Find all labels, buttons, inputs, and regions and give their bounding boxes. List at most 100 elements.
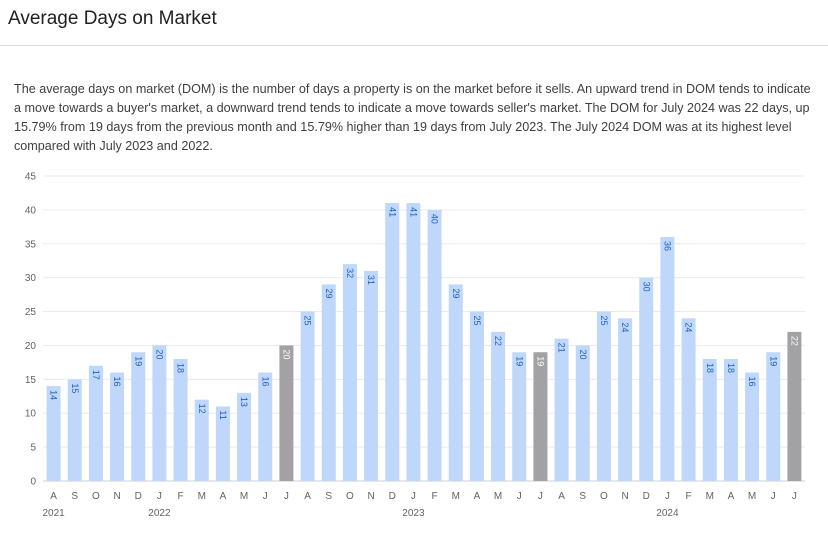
days-on-market-bar-chart: 0 5 10 15 20 25 30 35 40 45 14 15 17 16 19 20 18 12 11 13 1… <box>25 172 805 519</box>
data-label: 12 <box>197 404 207 414</box>
x-tick-label: S <box>579 491 586 502</box>
x-tick-label: J <box>665 491 670 502</box>
bar <box>512 352 527 481</box>
bar <box>88 365 103 481</box>
y-tick-label: 45 <box>25 172 37 183</box>
y-tick-label: 40 <box>25 205 37 216</box>
bar <box>194 399 209 481</box>
x-tick-label: F <box>178 491 184 502</box>
data-label: 25 <box>303 316 313 326</box>
bar-highlighted <box>279 345 294 481</box>
bar-highlighted <box>533 352 548 481</box>
bar <box>469 311 484 481</box>
data-label: 41 <box>408 207 418 217</box>
bar <box>427 209 442 481</box>
data-label: 31 <box>366 275 376 285</box>
data-label: 36 <box>662 241 672 251</box>
bar <box>639 277 654 481</box>
x-tick-label: J <box>263 491 268 502</box>
y-tick-label: 10 <box>25 409 37 420</box>
x-tick-label: A <box>474 491 481 502</box>
bar <box>364 270 379 481</box>
year-label: 2021 <box>42 508 65 519</box>
bar <box>258 372 273 481</box>
bar <box>342 264 357 481</box>
data-label: 14 <box>49 390 59 400</box>
data-label: 18 <box>176 363 186 373</box>
x-tick-label: J <box>538 491 543 502</box>
year-labels: 2021 2022 2023 2024 <box>42 508 679 519</box>
data-label: 13 <box>239 397 249 407</box>
y-tick-label: 0 <box>30 477 36 488</box>
bar <box>723 359 738 481</box>
data-label: 22 <box>493 336 503 346</box>
x-tick-label: M <box>706 491 714 502</box>
bar <box>300 311 315 481</box>
bar <box>131 352 146 481</box>
data-label: 25 <box>472 316 482 326</box>
data-label: 40 <box>430 214 440 224</box>
data-label: 24 <box>620 322 630 332</box>
data-label: 20 <box>154 349 164 359</box>
x-tick-label: A <box>304 491 311 502</box>
x-tick-label: A <box>558 491 565 502</box>
year-label: 2023 <box>402 508 425 519</box>
bar <box>596 311 611 481</box>
data-label: 20 <box>281 349 291 359</box>
bar <box>745 372 760 481</box>
x-tick-label: J <box>792 491 797 502</box>
data-label: 21 <box>557 343 567 353</box>
x-tick-label: M <box>748 491 756 502</box>
data-label: 29 <box>451 288 461 298</box>
bar <box>660 237 675 481</box>
x-tick-label: A <box>50 491 57 502</box>
y-tick-label: 35 <box>25 239 37 250</box>
data-label: 25 <box>599 316 609 326</box>
data-label: 20 <box>578 349 588 359</box>
data-label: 19 <box>535 356 545 366</box>
bar <box>110 372 125 481</box>
x-tick-label: M <box>452 491 460 502</box>
x-tick-label: N <box>367 491 374 502</box>
bar-highlighted <box>787 331 802 481</box>
bar <box>766 352 781 481</box>
y-tick-label: 5 <box>30 443 36 454</box>
data-label: 41 <box>387 207 397 217</box>
bar <box>618 318 633 481</box>
x-tick-label: D <box>389 491 396 502</box>
y-tick-label: 20 <box>25 341 37 352</box>
x-tick-label: J <box>157 491 162 502</box>
page-title: Average Days on Market <box>8 8 217 29</box>
x-tick-label: D <box>643 491 650 502</box>
y-tick-label: 15 <box>25 375 37 386</box>
bar <box>406 203 421 481</box>
data-labels: 14 15 17 16 19 20 18 12 11 13 16 20 25 29 32 31 41 41 40 29… <box>49 207 800 420</box>
x-tick-label: D <box>135 491 142 502</box>
data-label: 30 <box>641 282 651 292</box>
y-axis-ticks: 0 5 10 15 20 25 30 35 40 45 <box>25 172 37 488</box>
data-label: 24 <box>684 322 694 332</box>
x-tick-label: J <box>771 491 776 502</box>
x-tick-label: M <box>198 491 206 502</box>
x-tick-label: O <box>346 491 354 502</box>
data-label: 22 <box>789 336 799 346</box>
x-tick-label: S <box>325 491 332 502</box>
bar <box>491 331 506 481</box>
x-tick-label: M <box>494 491 502 502</box>
data-label: 16 <box>112 377 122 387</box>
x-tick-label: N <box>621 491 628 502</box>
data-label: 16 <box>747 377 757 387</box>
data-label: 18 <box>705 363 715 373</box>
bar <box>575 345 590 481</box>
data-label: 15 <box>70 383 80 393</box>
bar <box>173 359 188 481</box>
x-tick-label: J <box>411 491 416 502</box>
bar <box>67 379 82 481</box>
chart-description: The average days on market (DOM) is the … <box>14 82 811 153</box>
data-label: 11 <box>218 410 228 419</box>
data-label: 17 <box>91 370 101 380</box>
gridlines <box>43 175 805 482</box>
x-tick-label: F <box>432 491 438 502</box>
x-tick-label: J <box>517 491 522 502</box>
